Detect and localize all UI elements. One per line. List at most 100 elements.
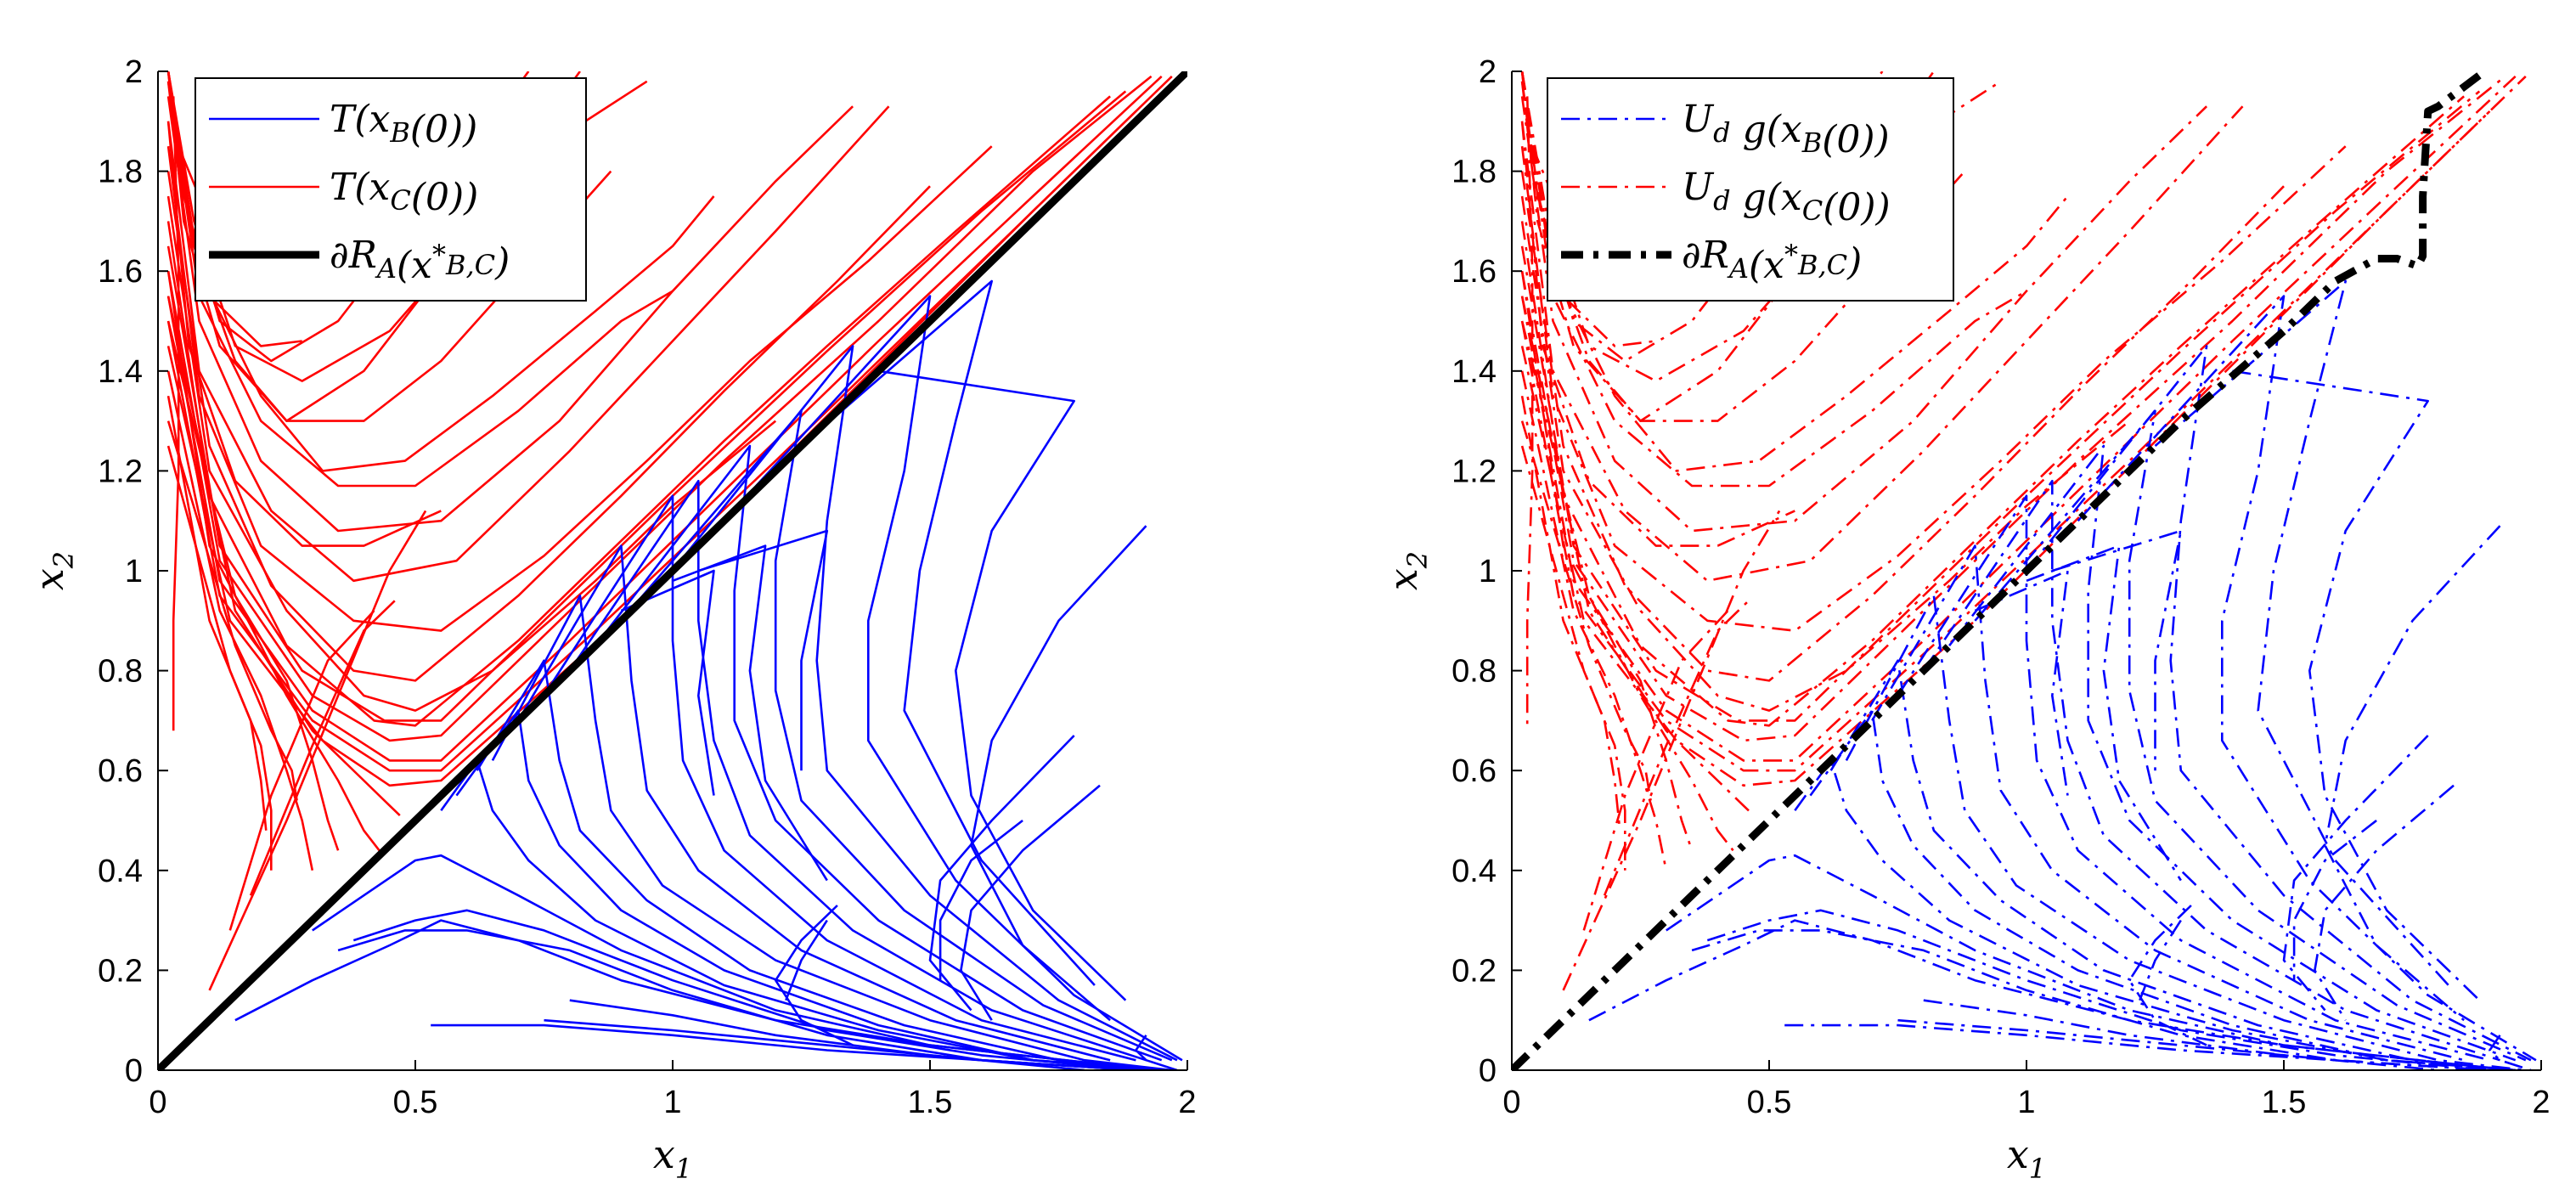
trajectory-line xyxy=(1520,75,2517,762)
trajectory-line xyxy=(1520,90,2481,722)
trajectory-line xyxy=(1520,110,2491,772)
trajectory-line xyxy=(1974,409,2527,1062)
trajectory-line xyxy=(1603,600,1750,896)
trajectory-line xyxy=(1520,95,2465,727)
trajectory-line xyxy=(1520,75,2527,787)
trajectory-line xyxy=(1520,445,1626,871)
x-tick-label: 1 xyxy=(2017,1085,2035,1120)
y-tick-label: 1.4 xyxy=(1451,354,1497,390)
legend-label: ∂RA(x*B,C) xyxy=(1682,234,1862,287)
legend-label: Ud g(xC(0)) xyxy=(1682,166,1891,229)
trajectory-line xyxy=(166,75,1153,742)
trajectory-line xyxy=(800,279,1096,986)
y-tick-label: 1 xyxy=(1479,554,1497,589)
x-tick-label: 0.5 xyxy=(393,1085,438,1120)
trajectory-line xyxy=(723,295,1183,1062)
trajectory-line xyxy=(1691,929,2490,1070)
y-tick-label: 0.4 xyxy=(98,854,143,889)
y-tick-label: 1.2 xyxy=(98,454,143,489)
trajectory-line xyxy=(1520,81,2027,488)
trajectory-line xyxy=(166,145,993,632)
legend-box xyxy=(1547,77,1954,302)
trajectory-line xyxy=(166,96,854,533)
x-axis-label: x1 xyxy=(2007,1131,2046,1185)
trajectory-line xyxy=(1520,71,2069,472)
x-tick-label: 0.5 xyxy=(1747,1085,1792,1120)
x-tick-label: 1.5 xyxy=(908,1085,953,1120)
trajectory-line xyxy=(1520,395,1621,831)
trajectory-line xyxy=(970,525,1147,1022)
boundary-line xyxy=(158,71,1187,1070)
trajectory-line xyxy=(774,905,854,1046)
trajectory-line xyxy=(620,409,1173,1062)
y-tick-label: 1.4 xyxy=(98,354,143,390)
trajectory-line xyxy=(166,171,931,682)
trajectory-line xyxy=(491,595,1172,1070)
trajectory-line xyxy=(455,709,1162,1070)
trajectory-line xyxy=(1562,510,1781,991)
trajectory-line xyxy=(337,929,1136,1070)
y-tick-label: 1 xyxy=(125,554,143,589)
trajectory-line xyxy=(1582,610,1729,931)
y-tick-label: 1.8 xyxy=(98,155,143,190)
trajectory-line xyxy=(2292,819,2377,981)
y-tick-label: 0.6 xyxy=(98,753,143,789)
trajectory-line xyxy=(2077,295,2537,1062)
trajectory-line xyxy=(671,345,1178,1062)
series-red xyxy=(1520,71,2527,991)
x-tick-label: 0 xyxy=(149,1085,166,1120)
legend-label: ∂RA(x*B,C) xyxy=(330,234,510,287)
plot-area xyxy=(158,71,1187,1070)
series-blue xyxy=(1588,279,2537,1070)
x-tick-label: 2 xyxy=(1178,1085,1196,1120)
trajectory-line xyxy=(166,296,401,817)
trajectory-line xyxy=(1520,81,1656,347)
trajectory-line xyxy=(1871,544,2465,1062)
trajectory-line xyxy=(2026,544,2182,882)
y-tick-label: 1.6 xyxy=(98,254,143,290)
legend: T(xB(0)) T(xC(0)) ∂RA(x*B,C) xyxy=(194,77,587,302)
right-panel: 0 0.5 1 1.5 2 0 0.2 0.4 0.6 0.8 1 1.2 1.4 1.6 1.8 2 x1 x2… xyxy=(1380,54,2551,1185)
trajectory-line xyxy=(1845,595,2526,1070)
y-tick-label: 0 xyxy=(1479,1053,1497,1089)
boundary-line xyxy=(1512,71,2488,1070)
trajectory-line xyxy=(440,759,1162,1070)
x-tick-label: 1.5 xyxy=(2262,1085,2307,1120)
trajectory-line xyxy=(352,909,1136,1070)
trajectory-line xyxy=(620,569,715,796)
trajectory-line xyxy=(166,81,674,488)
y-tick-label: 0 xyxy=(125,1053,143,1089)
y-tick-label: 0.8 xyxy=(98,654,143,690)
trajectory-line xyxy=(228,610,375,931)
plot-area xyxy=(1512,71,2537,1070)
trajectory-line xyxy=(166,370,314,871)
series-red xyxy=(166,71,1173,991)
legend: Ud g(xB(0))Ud g(xC(0))∂RA(x*B,C) xyxy=(1547,77,1954,302)
y-tick-label: 1.6 xyxy=(1451,254,1497,290)
trajectory-line xyxy=(1897,494,2490,1062)
series-boundary xyxy=(158,71,1187,1070)
trajectory-line xyxy=(1706,909,2490,1070)
trajectory-line xyxy=(544,1018,1136,1070)
trajectory-line xyxy=(1135,1035,1178,1070)
trajectory-line xyxy=(568,479,1147,1062)
trajectory-line xyxy=(1520,271,1734,852)
trajectory-line xyxy=(1520,171,2285,682)
trajectory-line xyxy=(312,854,1162,1070)
trajectory-line xyxy=(234,919,1162,1070)
trajectory-line xyxy=(2489,1035,2532,1070)
trajectory-line xyxy=(1809,709,2516,1070)
legend-label: Ud g(xB(0)) xyxy=(1682,98,1890,161)
trajectory-line xyxy=(1948,444,2517,1062)
trajectory-line xyxy=(928,735,1075,1012)
series-blue xyxy=(234,279,1183,1070)
y-axis-label: x2 xyxy=(26,551,80,590)
y-tick-label: 0.2 xyxy=(98,953,143,989)
trajectory-line xyxy=(1588,919,2516,1070)
trajectory-line xyxy=(1897,1018,2490,1070)
y-tick-label: 0.4 xyxy=(1451,854,1497,889)
trajectory-line xyxy=(1520,370,1668,871)
trajectory-line xyxy=(2154,279,2449,986)
series-boundary xyxy=(1512,71,2488,1070)
